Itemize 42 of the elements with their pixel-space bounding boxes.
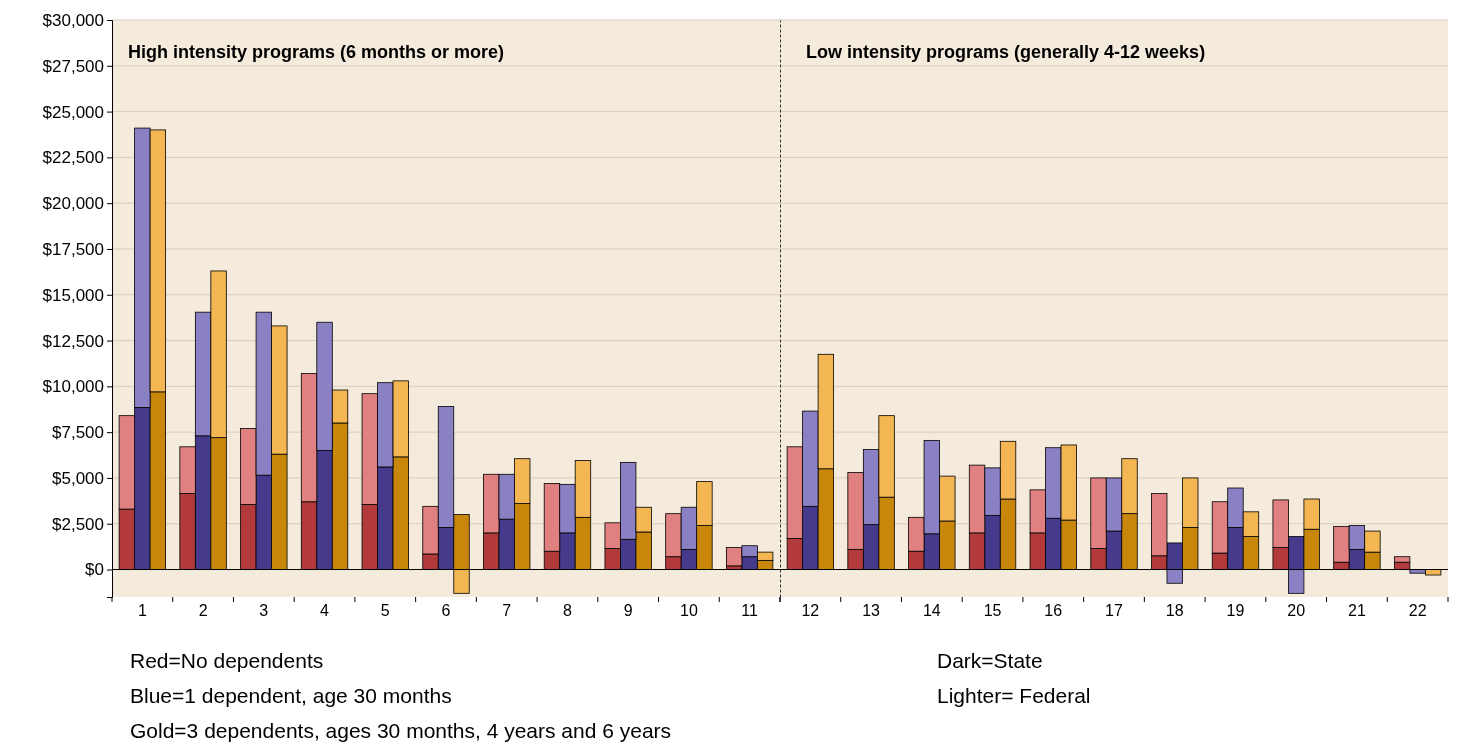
y-tick-label: $0 <box>85 560 104 580</box>
text: Lighter= Federal <box>937 684 1091 707</box>
y-tick-label: $5,000 <box>52 468 104 488</box>
y-tick-label: $10,000 <box>42 377 104 397</box>
x-tick-label: 22 <box>1408 602 1427 619</box>
y-tick-label: $30,000 <box>42 10 104 30</box>
text: Red=No dependents <box>130 649 324 672</box>
x-tick-label: 21 <box>1348 602 1366 619</box>
y-tick-label: $12,500 <box>42 331 104 351</box>
x-tick-label: 1 <box>137 602 147 619</box>
text: Dark=State <box>937 649 1043 672</box>
x-tick-label: 6 <box>441 602 451 619</box>
x-tick-label: 8 <box>563 602 572 619</box>
y-tick-label: $20,000 <box>42 194 104 214</box>
x-tick-label: 5 <box>380 602 390 619</box>
text: Blue=1 dependent, age 30 months <box>130 684 452 707</box>
x-tick-label: 14 <box>922 602 941 619</box>
y-tick-label: $2,500 <box>52 514 104 534</box>
x-tick-label: 3 <box>259 602 269 619</box>
text: High intensity programs (6 months or more) <box>128 42 505 62</box>
x-tick-label: 18 <box>1165 602 1184 619</box>
x-tick-label: 9 <box>623 602 633 619</box>
y-tick-label: $15,000 <box>42 285 104 305</box>
y-tick-label: $17,500 <box>42 239 104 259</box>
x-tick-label: 4 <box>320 602 330 619</box>
text: Low intensity programs (generally 4-12 weeks) <box>806 42 1206 62</box>
x-tick-label: 13 <box>862 602 881 619</box>
x-tick-label: 15 <box>983 602 1002 619</box>
x-tick-label: 12 <box>801 602 820 619</box>
x-tick-label: 19 <box>1226 602 1245 619</box>
x-tick-label: 11 <box>741 602 759 619</box>
y-tick-label: $7,500 <box>52 423 104 443</box>
x-tick-label: 10 <box>680 602 698 619</box>
x-tick-label: 20 <box>1287 602 1306 619</box>
text: Gold=3 dependents, ages 30 months, 4 years and 6 years <box>130 719 672 742</box>
y-tick-label: $22,500 <box>42 148 104 168</box>
x-tick-label: 7 <box>502 602 512 619</box>
x-tick-label: 17 <box>1105 602 1123 619</box>
y-tick-label: $27,500 <box>42 56 104 76</box>
x-tick-label: 2 <box>198 602 208 619</box>
y-tick-label: $25,000 <box>42 102 104 122</box>
x-tick-label: 16 <box>1044 602 1063 619</box>
